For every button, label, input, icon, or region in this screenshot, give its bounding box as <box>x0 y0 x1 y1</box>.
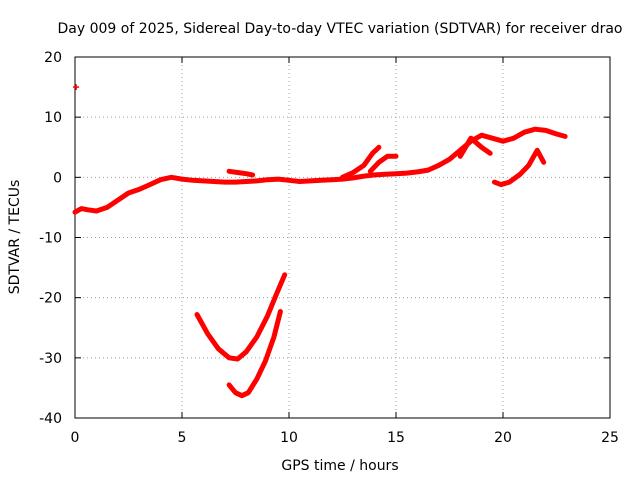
y-tick-label: -20 <box>39 291 62 307</box>
x-tick-label: 10 <box>280 430 298 446</box>
series-dip-1 <box>194 272 288 362</box>
x-tick-label: 25 <box>601 430 619 446</box>
series-spur-13h <box>340 144 382 180</box>
y-tick-label: -30 <box>39 351 62 367</box>
x-tick-label: 15 <box>387 430 405 446</box>
series-branch-21h <box>491 147 547 188</box>
y-tick-label: 10 <box>44 110 62 126</box>
x-tick-label: 5 <box>178 430 187 446</box>
y-tick-label: -10 <box>39 231 62 247</box>
x-axis-label: GPS time / hours <box>281 458 398 474</box>
series-spur-18-19h <box>457 135 493 159</box>
y-tick-label: 20 <box>44 50 62 66</box>
series-main-trace <box>72 126 568 215</box>
y-axis-label: SDTVAR / TECUs <box>7 180 23 295</box>
x-tick-label: 0 <box>71 430 80 446</box>
series-spur-15h <box>367 153 399 174</box>
x-tick-label: 20 <box>494 430 512 446</box>
series-dip-2 <box>226 309 283 399</box>
series-outlier <box>73 84 80 91</box>
axis-ticks: 0 5 10 15 20 25 -40 -30 -20 -10 0 10 20 <box>39 50 619 446</box>
y-tick-label: -40 <box>39 411 62 427</box>
y-tick-label: 0 <box>53 170 62 186</box>
chart-title: Day 009 of 2025, Sidereal Day-to-day VTE… <box>57 21 622 37</box>
grid <box>75 57 610 418</box>
series-spur-8h <box>226 168 256 178</box>
data-series <box>72 84 568 399</box>
